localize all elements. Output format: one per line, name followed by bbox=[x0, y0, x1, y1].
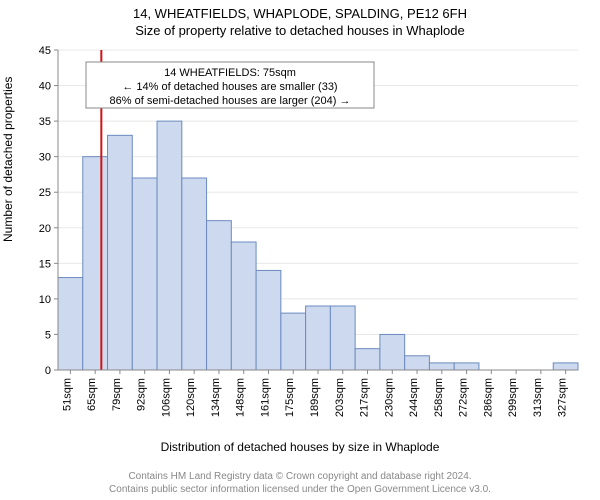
x-tick-label: 327sqm bbox=[557, 378, 569, 417]
y-tick-label: 5 bbox=[45, 329, 51, 341]
x-axis-label: Distribution of detached houses by size … bbox=[0, 440, 600, 454]
x-tick-label: 148sqm bbox=[235, 378, 247, 417]
x-tick-label: 120sqm bbox=[185, 378, 197, 417]
x-tick-label: 272sqm bbox=[458, 378, 470, 417]
annotation-line3: 86% of semi-detached houses are larger (… bbox=[110, 95, 351, 107]
histogram-bar bbox=[157, 121, 182, 370]
page-title-line1: 14, WHEATFIELDS, WHAPLODE, SPALDING, PE1… bbox=[0, 6, 600, 23]
page-title-line2: Size of property relative to detached ho… bbox=[0, 23, 600, 40]
histogram-bar bbox=[405, 356, 430, 370]
histogram-bar bbox=[58, 278, 83, 370]
histogram-bar bbox=[429, 363, 454, 370]
x-tick-label: 286sqm bbox=[482, 378, 494, 417]
x-tick-label: 230sqm bbox=[383, 378, 395, 417]
y-tick-label: 35 bbox=[39, 116, 51, 128]
y-tick-label: 15 bbox=[39, 258, 51, 270]
x-tick-label: 51sqm bbox=[61, 378, 73, 411]
x-tick-label: 65sqm bbox=[86, 378, 98, 411]
x-tick-label: 313sqm bbox=[532, 378, 544, 417]
histogram-bar bbox=[182, 178, 207, 370]
y-tick-label: 20 bbox=[39, 223, 51, 235]
histogram-bar bbox=[380, 334, 405, 370]
histogram-bar bbox=[83, 157, 108, 370]
x-tick-label: 299sqm bbox=[507, 378, 519, 417]
histogram-bar bbox=[256, 270, 281, 370]
histogram-bar bbox=[553, 363, 578, 370]
histogram-bar bbox=[454, 363, 479, 370]
histogram-bar bbox=[355, 349, 380, 370]
histogram-bar bbox=[108, 135, 133, 370]
x-tick-label: 244sqm bbox=[408, 378, 420, 417]
histogram-bar bbox=[231, 242, 256, 370]
x-tick-label: 175sqm bbox=[284, 378, 296, 417]
y-tick-label: 10 bbox=[39, 294, 51, 306]
x-tick-label: 189sqm bbox=[309, 378, 321, 417]
histogram-bar bbox=[306, 306, 331, 370]
histogram-bar bbox=[132, 178, 157, 370]
x-tick-label: 134sqm bbox=[210, 378, 222, 417]
y-tick-label: 45 bbox=[39, 45, 51, 57]
x-tick-label: 106sqm bbox=[160, 378, 172, 417]
x-tick-label: 79sqm bbox=[111, 378, 123, 411]
y-tick-label: 0 bbox=[45, 365, 51, 377]
histogram-bar bbox=[207, 221, 232, 370]
histogram-chart: 0 5 10 15 20 25 30 35 40 45 51sqm 65sqm 79sqm 92sqm 10… bbox=[0, 42, 600, 442]
x-tick-label: 258sqm bbox=[433, 378, 445, 417]
x-tick-label: 217sqm bbox=[359, 378, 371, 417]
y-axis-label: Number of detached properties bbox=[1, 77, 15, 242]
histogram-bar bbox=[281, 313, 306, 370]
x-tick-label: 161sqm bbox=[259, 378, 271, 417]
title-block: 14, WHEATFIELDS, WHAPLODE, SPALDING, PE1… bbox=[0, 0, 600, 40]
y-tick-label: 40 bbox=[39, 81, 51, 93]
annotation-line2: ← 14% of detached houses are smaller (33… bbox=[122, 81, 337, 93]
annotation-line1: 14 WHEATFIELDS: 75sqm bbox=[164, 67, 296, 79]
chart-area: Number of detached properties 0 5 10 15 20 25… bbox=[0, 42, 600, 442]
footer: Contains HM Land Registry data © Crown c… bbox=[0, 471, 600, 496]
y-tick-label: 25 bbox=[39, 187, 51, 199]
histogram-bar bbox=[330, 306, 355, 370]
x-tick-label: 203sqm bbox=[334, 378, 346, 417]
footer-line2: Contains public sector information licen… bbox=[0, 484, 600, 497]
x-tick-label: 92sqm bbox=[136, 378, 148, 411]
footer-line1: Contains HM Land Registry data © Crown c… bbox=[0, 471, 600, 484]
y-tick-label: 30 bbox=[39, 152, 51, 164]
